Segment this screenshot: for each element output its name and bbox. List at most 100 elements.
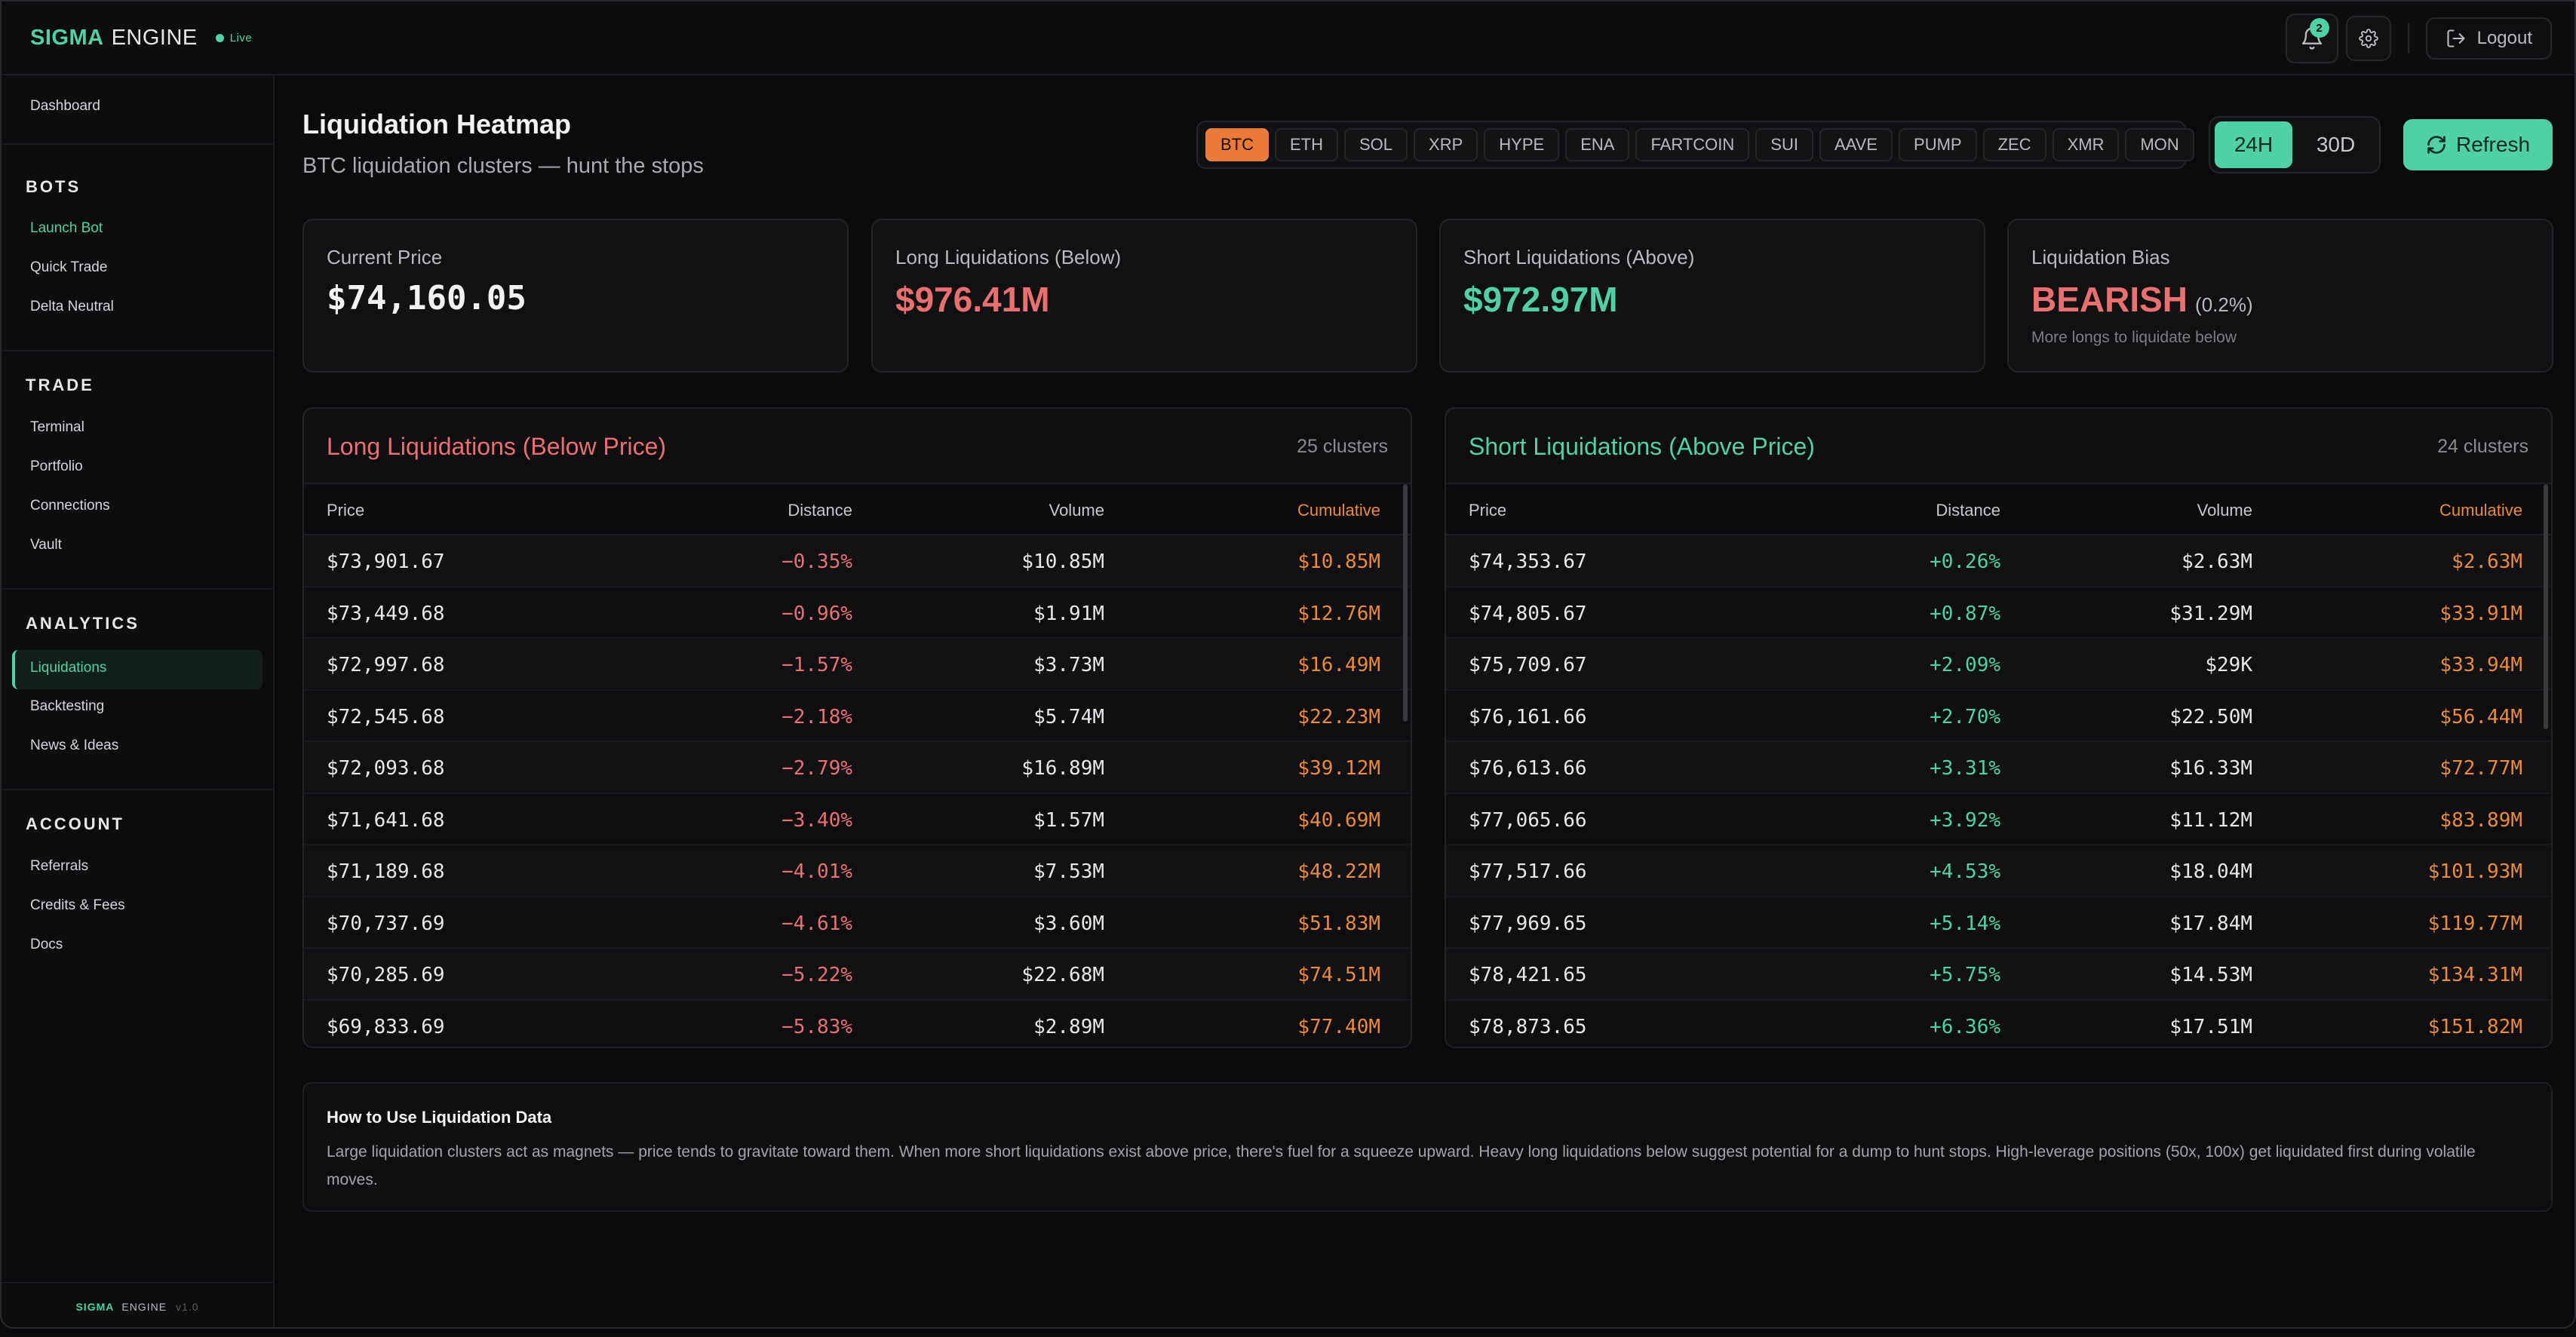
coin-tab-zec[interactable]: ZEC	[1982, 128, 2046, 161]
table-row[interactable]: $73,449.68 −0.96% $1.91M $12.76M	[304, 587, 1411, 639]
table-row[interactable]: $77,517.66 +4.53% $18.04M $101.93M	[1446, 845, 2551, 897]
scrollbar[interactable]	[1403, 484, 1408, 722]
scrollbar[interactable]	[2544, 484, 2548, 729]
table-row[interactable]: $78,873.65 +6.36% $17.51M $151.82M	[1446, 1000, 2551, 1047]
timeframe-24h[interactable]: 24H	[2215, 121, 2292, 168]
table-row[interactable]: $76,613.66 +3.31% $16.33M $72.77M	[1446, 742, 2551, 794]
cell-cumulative: $16.49M	[1297, 654, 1380, 676]
short-liquidations-card: Short Liquidations (Above) $972.97M	[1439, 219, 1985, 373]
cell-cumulative: $12.76M	[1297, 602, 1380, 625]
panel-header: Long Liquidations (Below Price) 25 clust…	[304, 409, 1411, 484]
long-liquidations-label: Long Liquidations (Below)	[895, 246, 1122, 268]
table-row[interactable]: $72,997.68 −1.57% $3.73M $16.49M	[304, 639, 1411, 691]
brand-logo[interactable]: SIGMA ENGINE Live	[30, 26, 252, 51]
table-row[interactable]: $75,709.67 +2.09% $29K $33.94M	[1446, 639, 2551, 691]
sidebar-item-launch-bot[interactable]: Launch Bot	[30, 220, 103, 236]
coin-tab-mon[interactable]: MON	[2125, 128, 2194, 161]
cell-price: $72,093.68	[327, 757, 445, 780]
timeframe-30d[interactable]: 30D	[2316, 133, 2356, 156]
coin-tab-pump[interactable]: PUMP	[1899, 128, 1977, 161]
cell-volume: $10.85M	[1021, 550, 1104, 573]
short-panel-title: Short Liquidations (Above Price)	[1469, 433, 1815, 460]
col-distance: Distance	[1936, 501, 2000, 520]
table-row[interactable]: $71,641.68 −3.40% $1.57M $40.69M	[304, 793, 1411, 845]
coin-tab-sui[interactable]: SUI	[1755, 128, 1813, 161]
sidebar-item-credits-fees[interactable]: Credits & Fees	[30, 897, 125, 913]
coin-tab-fartcoin[interactable]: FARTCOIN	[1635, 128, 1750, 161]
sidebar-item-portfolio[interactable]: Portfolio	[30, 458, 83, 474]
cell-volume: $22.50M	[2169, 705, 2252, 728]
col-volume: Volume	[1049, 501, 1104, 520]
sidebar-item-connections[interactable]: Connections	[30, 498, 110, 514]
table-row[interactable]: $71,189.68 −4.01% $7.53M $48.22M	[304, 845, 1411, 897]
page-title: Liquidation Heatmap	[302, 109, 572, 140]
refresh-button[interactable]: Refresh	[2403, 119, 2553, 170]
sidebar-item-quick-trade[interactable]: Quick Trade	[30, 259, 108, 275]
info-panel: How to Use Liquidation Data Large liquid…	[302, 1082, 2553, 1212]
cell-price: $75,709.67	[1469, 654, 1587, 676]
footer-brand-primary: SIGMA	[75, 1301, 115, 1313]
cell-cumulative: $39.12M	[1297, 757, 1380, 780]
sidebar-item-dashboard[interactable]: Dashboard	[30, 98, 100, 114]
table-row[interactable]: $76,161.66 +2.70% $22.50M $56.44M	[1446, 690, 2551, 742]
cell-cumulative: $77.40M	[1297, 1015, 1380, 1038]
table-row[interactable]: $72,093.68 −2.79% $16.89M $39.12M	[304, 742, 1411, 794]
cell-price: $78,421.65	[1469, 964, 1587, 986]
cell-cumulative: $10.85M	[1297, 550, 1380, 573]
sidebar-item-terminal[interactable]: Terminal	[30, 419, 84, 435]
coin-tab-btc[interactable]: BTC	[1205, 128, 1269, 161]
coin-tab-eth[interactable]: ETH	[1275, 128, 1338, 161]
table-row[interactable]: $74,805.67 +0.87% $31.29M $33.91M	[1446, 587, 2551, 639]
long-table-body[interactable]: $73,901.67 −0.35% $10.85M $10.85M $73,449.68…	[304, 535, 1411, 1047]
col-distance: Distance	[788, 501, 852, 520]
live-dot-icon	[215, 34, 224, 42]
table-row[interactable]: $73,901.67 −0.35% $10.85M $10.85M	[304, 535, 1411, 587]
cell-volume: $14.53M	[2169, 964, 2252, 986]
table-row[interactable]: $77,065.66 +3.92% $11.12M $83.89M	[1446, 793, 2551, 845]
table-row[interactable]: $78,421.65 +5.75% $14.53M $134.31M	[1446, 949, 2551, 1001]
sidebar-divider	[2, 350, 273, 351]
cell-distance: −1.57%	[781, 654, 852, 676]
short-table-body[interactable]: $74,353.67 +0.26% $2.63M $2.63M $74,805.67 +0…	[1446, 535, 2551, 1047]
coin-tab-aave[interactable]: AAVE	[1819, 128, 1893, 161]
sidebar-item-docs[interactable]: Docs	[30, 937, 63, 952]
cell-distance: +3.31%	[1930, 757, 2000, 780]
cell-volume: $17.84M	[2169, 912, 2252, 935]
notifications-button[interactable]: 2	[2285, 14, 2338, 63]
cell-volume: $17.51M	[2169, 1015, 2252, 1038]
sidebar-item-news-ideas[interactable]: News & Ideas	[30, 737, 119, 753]
sidebar-item-referrals[interactable]: Referrals	[30, 858, 89, 874]
cell-cumulative: $134.31M	[2427, 964, 2522, 986]
cell-cumulative: $56.44M	[2439, 705, 2522, 728]
cell-distance: −0.35%	[781, 550, 852, 573]
coin-tab-hype[interactable]: HYPE	[1484, 128, 1560, 161]
table-row[interactable]: $70,285.69 −5.22% $22.68M $74.51M	[304, 949, 1411, 1001]
long-cluster-count: 25 clusters	[1297, 436, 1388, 457]
settings-button[interactable]	[2345, 16, 2391, 61]
bias-percent: (0.2%)	[2195, 293, 2253, 316]
sidebar-item-backtesting[interactable]: Backtesting	[30, 698, 105, 714]
table-row[interactable]: $77,969.65 +5.14% $17.84M $119.77M	[1446, 897, 2551, 949]
liquidation-bias-label: Liquidation Bias	[2031, 246, 2170, 268]
cell-volume: $22.68M	[1021, 964, 1104, 986]
table-row[interactable]: $70,737.69 −4.61% $3.60M $51.83M	[304, 897, 1411, 949]
table-row[interactable]: $69,833.69 −5.83% $2.89M $77.40M	[304, 1000, 1411, 1047]
sidebar-item-vault[interactable]: Vault	[30, 537, 62, 553]
coin-tab-xmr[interactable]: XMR	[2052, 128, 2120, 161]
top-bar: SIGMA ENGINE Live 2 Logout	[2, 2, 2574, 75]
logout-button[interactable]: Logout	[2425, 17, 2552, 60]
cell-price: $72,545.68	[327, 705, 445, 728]
coin-tab-ena[interactable]: ENA	[1565, 128, 1630, 161]
coin-tab-xrp[interactable]: XRP	[1414, 128, 1478, 161]
sidebar-divider	[2, 143, 273, 145]
sidebar-item-liquidations[interactable]: Liquidations	[30, 660, 107, 676]
sidebar: Dashboard BOTS Launch Bot Quick Trade De…	[2, 75, 275, 1327]
table-row[interactable]: $72,545.68 −2.18% $5.74M $22.23M	[304, 690, 1411, 742]
table-row[interactable]: $74,353.67 +0.26% $2.63M $2.63M	[1446, 535, 2551, 587]
short-liquidations-panel: Short Liquidations (Above Price) 24 clus…	[1445, 407, 2553, 1048]
sidebar-item-delta-neutral[interactable]: Delta Neutral	[30, 299, 114, 314]
coin-tab-sol[interactable]: SOL	[1344, 128, 1408, 161]
cell-distance: +5.75%	[1930, 964, 2000, 986]
long-liquidations-panel: Long Liquidations (Below Price) 25 clust…	[302, 407, 1412, 1048]
